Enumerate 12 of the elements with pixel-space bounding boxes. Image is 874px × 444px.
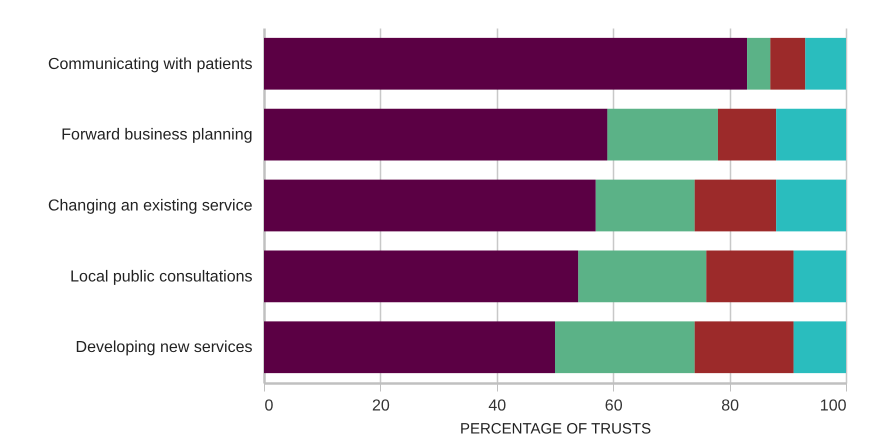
x-tick-label: 0 xyxy=(264,398,274,414)
y-tick-label: Communicating with patients xyxy=(48,56,252,73)
y-tick-label: Developing new services xyxy=(76,339,252,356)
x-tick-label: 100 xyxy=(820,398,847,414)
x-axis-title: PERCENTAGE OF TRUSTS xyxy=(460,420,652,438)
x-tick-label: 60 xyxy=(604,398,623,414)
y-tick-label: Forward business planning xyxy=(61,126,252,144)
x-tick-label: 20 xyxy=(372,398,390,414)
y-tick-label: Changing an existing service xyxy=(48,198,253,214)
y-tick-label: Local public consultations xyxy=(70,268,252,286)
x-tick-label: 80 xyxy=(721,398,740,414)
x-tick-label: 40 xyxy=(488,398,506,414)
